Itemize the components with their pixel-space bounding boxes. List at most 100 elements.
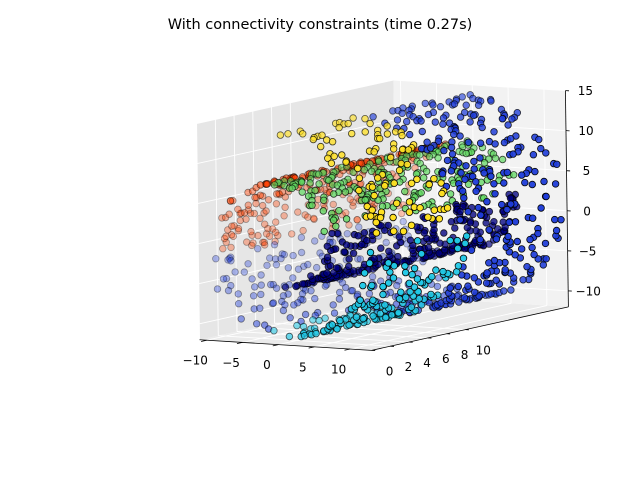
x-tick-label: −5: [222, 356, 240, 370]
z-tick-label: −10: [576, 284, 601, 298]
scatter-point-cluster-3: [222, 232, 230, 240]
scatter-point-cluster-1: [472, 178, 480, 186]
scatter-point-cluster-4: [333, 325, 341, 333]
x-tick: [272, 344, 279, 347]
scatter-point-cluster-3: [256, 191, 264, 199]
scatter-point-cluster-1: [398, 109, 406, 117]
z-tick-label: 0: [583, 204, 591, 218]
scatter-point-cluster-1: [227, 257, 235, 265]
scatter-point-cluster-0: [420, 229, 428, 237]
scatter-point-cluster-1: [504, 121, 512, 129]
scatter-point-cluster-3: [275, 190, 284, 199]
scatter-point-cluster-4: [359, 314, 367, 323]
scatter-point-cluster-5: [361, 114, 369, 123]
scatter-point-cluster-1: [294, 265, 303, 273]
scatter-point-cluster-3: [272, 218, 280, 226]
scatter-point-cluster-4: [453, 236, 461, 245]
scatter-point-cluster-1: [537, 204, 545, 212]
scatter-point-cluster-4: [368, 281, 376, 290]
scatter-point-cluster-4: [401, 262, 409, 270]
scatter-point-cluster-5: [366, 119, 374, 128]
scatter-point-cluster-2: [315, 180, 323, 188]
scatter-point-cluster-3: [244, 206, 253, 214]
grid-z-side: [198, 199, 396, 245]
scatter-point-cluster-5: [318, 131, 326, 139]
scatter-point-cluster-1: [483, 269, 491, 277]
scatter-point-cluster-3: [236, 209, 244, 218]
scatter-point-cluster-1: [298, 290, 307, 298]
x-tick: [236, 342, 243, 345]
scatter-point-cluster-1: [289, 274, 297, 282]
scatter-point-cluster-1: [518, 171, 526, 179]
scatter-point-cluster-5: [276, 131, 285, 139]
scatter-point-cluster-3: [261, 241, 269, 249]
scatter-point-cluster-3: [250, 209, 258, 218]
scatter-point-cluster-1: [466, 118, 474, 126]
scatter-point-cluster-2: [446, 190, 455, 198]
scatter-point-cluster-3: [272, 228, 280, 236]
scatter-point-cluster-5: [284, 130, 292, 138]
scatter-point-cluster-1: [553, 160, 561, 168]
scatter-point-cluster-5: [354, 164, 362, 173]
scatter-point-cluster-1: [485, 259, 493, 267]
scatter-point-cluster-1: [521, 178, 529, 187]
scatter-point-cluster-0: [370, 254, 378, 263]
scatter-point-cluster-1: [330, 309, 339, 317]
scatter-point-cluster-5: [309, 135, 317, 144]
scatter-point-cluster-1: [491, 140, 499, 148]
scatter-point-cluster-1: [365, 290, 374, 298]
scatter-point-cluster-1: [476, 139, 485, 147]
scatter-point-cluster-1: [500, 287, 508, 295]
scatter-point-cluster-0: [456, 207, 464, 216]
scatter-point-cluster-5: [390, 179, 398, 187]
scatter-point-cluster-3: [226, 197, 235, 205]
scatter-point-cluster-5: [430, 206, 438, 214]
scatter-point-cluster-3: [252, 199, 260, 208]
scatter-point-cluster-5: [390, 145, 398, 153]
scatter-point-cluster-3: [275, 189, 283, 198]
scatter-point-cluster-3: [224, 226, 232, 234]
scatter-point-cluster-0: [358, 240, 366, 249]
scatter-point-cluster-1: [278, 250, 286, 258]
z-tick-label: 10: [578, 124, 593, 138]
grid-y-side: [271, 106, 275, 324]
scatter-point-cluster-1: [267, 280, 275, 289]
scatter-point-cluster-4: [360, 269, 369, 277]
scatter-point-cluster-3: [228, 222, 236, 230]
scatter-point-cluster-1: [551, 215, 559, 224]
grid-y-floor: [255, 326, 428, 339]
scatter-point-cluster-4: [300, 332, 309, 340]
scatter-point-cluster-5: [381, 182, 389, 190]
scatter-point-cluster-1: [213, 285, 222, 293]
x-tick: [201, 339, 207, 342]
scatter-point-cluster-4: [328, 321, 336, 329]
scatter-point-cluster-1: [507, 286, 515, 294]
scatter-point-cluster-3: [252, 193, 261, 202]
scatter-point-cluster-5: [438, 189, 446, 198]
scatter-point-cluster-0: [424, 243, 433, 252]
scatter-point-cluster-1: [279, 306, 288, 315]
scatter-point-cluster-5: [387, 153, 395, 162]
scatter-point-cluster-3: [220, 234, 229, 243]
scatter-point-cluster-1: [507, 200, 515, 208]
scatter-point-cluster-1: [469, 111, 478, 120]
scatter-point-cluster-1: [266, 254, 274, 262]
scatter-point-cluster-3: [229, 232, 237, 240]
scatter-point-cluster-3: [264, 196, 273, 204]
scatter-point-cluster-2: [464, 180, 473, 188]
scatter-point-cluster-1: [528, 243, 536, 252]
scatter-point-cluster-3: [288, 230, 296, 238]
scatter-point-cluster-1: [284, 290, 292, 298]
scatter-point-cluster-4: [369, 296, 377, 304]
scatter-point-cluster-3: [266, 232, 274, 240]
scatter-point-cluster-2: [498, 155, 507, 164]
x-tick: [308, 346, 315, 349]
scatter-point-cluster-1: [487, 290, 495, 298]
scatter-point-cluster-5: [407, 179, 416, 187]
x-tick-label: 0: [263, 358, 271, 372]
scatter-point-cluster-4: [285, 332, 294, 341]
scatter-point-cluster-4: [270, 327, 278, 335]
scatter-point-cluster-0: [323, 253, 332, 261]
scatter-point-cluster-1: [297, 248, 306, 257]
